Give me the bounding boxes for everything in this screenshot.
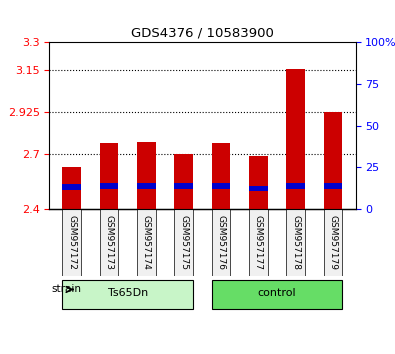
Bar bbox=[175, 154, 193, 209]
Bar bbox=[286, 209, 305, 276]
Bar bbox=[324, 183, 342, 189]
Bar bbox=[62, 184, 81, 190]
Bar bbox=[175, 183, 193, 189]
Text: GSM957176: GSM957176 bbox=[216, 215, 226, 270]
Text: strain: strain bbox=[51, 285, 81, 295]
Bar bbox=[212, 143, 230, 209]
Bar bbox=[286, 183, 305, 189]
Bar bbox=[324, 112, 342, 209]
Bar bbox=[100, 209, 118, 276]
Bar bbox=[249, 156, 268, 209]
Bar bbox=[137, 142, 156, 209]
Bar bbox=[100, 183, 118, 189]
Text: control: control bbox=[258, 289, 296, 298]
Title: GDS4376 / 10583900: GDS4376 / 10583900 bbox=[131, 27, 274, 40]
Text: GSM957172: GSM957172 bbox=[67, 215, 76, 270]
Text: GSM957179: GSM957179 bbox=[329, 215, 338, 270]
Bar bbox=[212, 183, 230, 189]
Text: Ts65Dn: Ts65Dn bbox=[108, 289, 148, 298]
Bar bbox=[286, 69, 305, 209]
Bar bbox=[249, 209, 268, 276]
Bar bbox=[62, 209, 81, 276]
Text: GSM957178: GSM957178 bbox=[291, 215, 300, 270]
Text: GSM957173: GSM957173 bbox=[105, 215, 114, 270]
Bar bbox=[137, 209, 156, 276]
Text: GSM957175: GSM957175 bbox=[179, 215, 188, 270]
Bar bbox=[212, 209, 230, 276]
Bar bbox=[175, 209, 193, 276]
Text: GSM957174: GSM957174 bbox=[142, 215, 151, 270]
Bar bbox=[249, 186, 268, 192]
Bar bbox=[324, 209, 342, 276]
Bar bbox=[137, 183, 156, 189]
Bar bbox=[62, 280, 193, 309]
Text: GSM957177: GSM957177 bbox=[254, 215, 263, 270]
Bar bbox=[100, 143, 118, 209]
Bar bbox=[62, 167, 81, 209]
Bar bbox=[212, 280, 342, 309]
